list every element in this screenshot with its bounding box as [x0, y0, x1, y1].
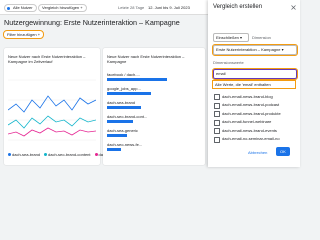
- option-label: dach-email-news-brand-blog: [222, 93, 273, 99]
- bar: [107, 148, 121, 151]
- include-dropdown[interactable]: Einschließen ▾: [213, 33, 249, 42]
- search-input[interactable]: email: [212, 68, 298, 80]
- row-label: facebook / dach-...: [107, 72, 140, 77]
- segment-dot: [7, 6, 10, 10]
- legend-swatch: [44, 153, 48, 156]
- search-text: email: [216, 71, 226, 76]
- legend-swatch: [8, 153, 11, 156]
- date-range[interactable]: 12. Juni bis 9. Juli 2023: [148, 5, 190, 10]
- legend-swatch: [94, 153, 98, 156]
- checkbox[interactable]: [214, 102, 220, 109]
- cancel-button[interactable]: Abbrechen: [248, 150, 268, 155]
- row-label: dach-sea-generic: [107, 128, 138, 133]
- option-label: dach-email-news-brand-podcast: [222, 102, 280, 108]
- row-label: dach-seo-brand-cont...: [107, 114, 148, 119]
- page-title: Nutzergewinnung: Erste Nutzerinteraktion…: [4, 18, 180, 27]
- add-comparison-label: Vergleich hinzufügen: [42, 5, 80, 10]
- dimension-label: Dimension: [252, 35, 271, 40]
- option-label: dach-email-news-brand-produkte: [222, 110, 281, 116]
- date-label: Letzte 28 Tage: [118, 5, 145, 10]
- filter-label: Filter hinzufügen: [7, 32, 37, 37]
- bar: [107, 120, 133, 123]
- grid: [8, 79, 96, 141]
- dimension-dropdown[interactable]: Erste Nutzerinteraktion – Kampagne ▾: [212, 44, 298, 56]
- match-all-option[interactable]: Alle Werte, die 'email' enthalten: [212, 80, 296, 89]
- segment-chip[interactable]: Alle Nutzer: [4, 4, 37, 12]
- plus-icon: +: [37, 32, 41, 37]
- filter-button[interactable]: Filter hinzufügen +: [2, 30, 45, 39]
- close-icon[interactable]: [291, 5, 296, 10]
- segment-label: Alle Nutzer: [13, 5, 33, 10]
- dimension-value: Erste Nutzerinteraktion – Kampagne: [216, 47, 281, 52]
- comparison-panel: Vergleich erstellen Einschließen ▾ Dimen…: [208, 0, 300, 167]
- card-title: Neue Nutzer nach Erste Nutzerinteraktion…: [107, 54, 185, 64]
- ok-button[interactable]: OK: [276, 147, 290, 156]
- option-label: dach-email-news-brand-events: [222, 127, 277, 133]
- checkbox[interactable]: [214, 136, 220, 143]
- panel-title: Vergleich erstellen: [213, 4, 263, 10]
- row-label: dach-sea-brand: [107, 100, 136, 105]
- line: [8, 127, 96, 137]
- bar: [107, 106, 141, 109]
- line: [8, 95, 96, 113]
- row-label: dach-seo-news-fe...: [107, 142, 143, 147]
- bar: [107, 78, 167, 81]
- legend-label: dach-sea-brand: [12, 152, 41, 157]
- row-label: google_jobs_app...: [107, 86, 141, 91]
- line-chart-card: Neue Nutzer nach Erste Nutzerinteraktion…: [4, 48, 129, 165]
- line: [8, 115, 96, 129]
- add-comparison[interactable]: Vergleich hinzufügen +: [38, 4, 87, 12]
- values-label: Dimensionswerte: [213, 60, 244, 65]
- legend-label: dach-seo-brand-content: [48, 152, 91, 157]
- card-title: Neue Nutzer nach Erste Nutzerinteraktion…: [8, 54, 86, 64]
- plus-icon: +: [80, 5, 83, 10]
- option-label: dach-email-funnel-webinare: [222, 119, 272, 125]
- option-label: dach-email-no-seminar-email-no: [222, 136, 280, 142]
- checkbox[interactable]: [214, 119, 220, 126]
- bar-chart-card: Neue Nutzer nach Erste Nutzerinteraktion…: [103, 48, 205, 165]
- legend-item: dach-sea-brand: [8, 152, 40, 157]
- line-chart: [8, 79, 96, 141]
- checkbox[interactable]: [214, 128, 220, 134]
- page: {"topbar": {"segment": "Alle Nutzer", "a…: [0, 0, 300, 167]
- checkbox[interactable]: [214, 111, 220, 117]
- include-label: Einschließen: [216, 35, 239, 40]
- bar: [107, 92, 151, 95]
- legend-item: dach-seo-brand-content: [44, 152, 91, 157]
- bar: [107, 134, 127, 137]
- checkbox[interactable]: [214, 94, 220, 100]
